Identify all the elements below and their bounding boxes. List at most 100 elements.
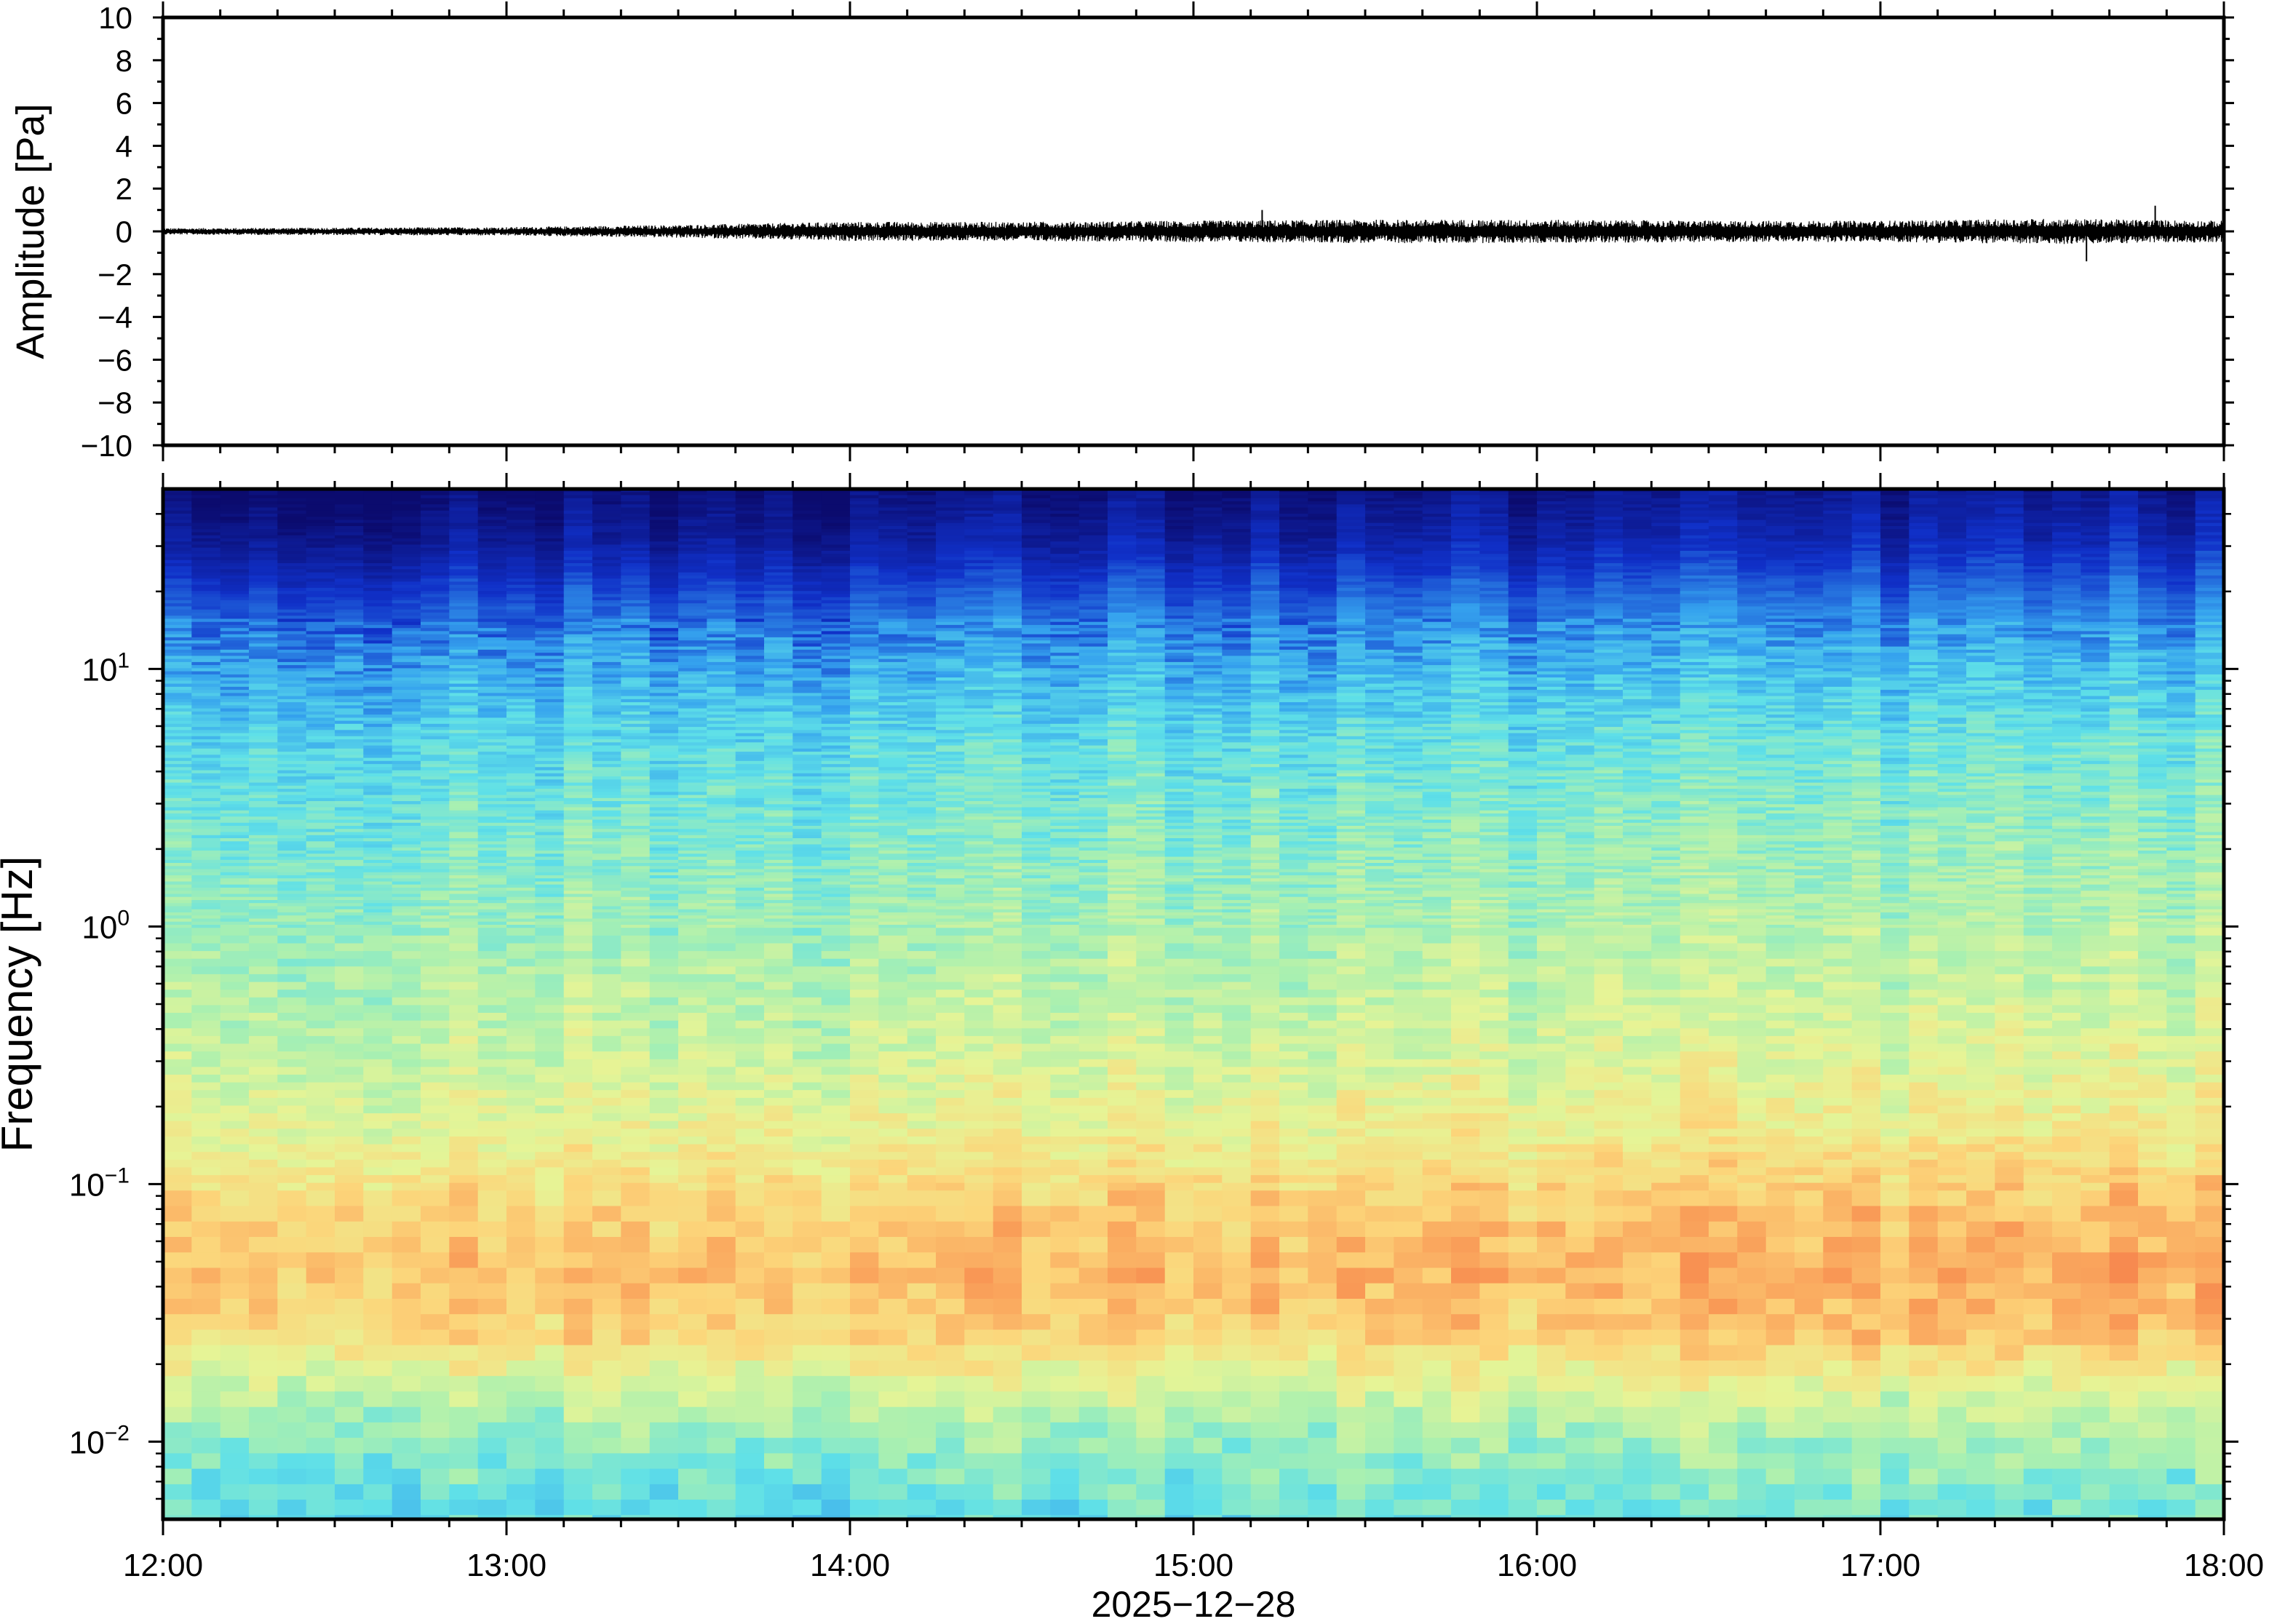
spectrogram-cell: [1193, 581, 1223, 586]
spectrogram-cell: [1709, 668, 1738, 672]
spectrogram-cell: [993, 587, 1022, 592]
spectrogram-cell: [220, 517, 250, 521]
spectrogram-cell: [477, 495, 507, 499]
spectrogram-cell: [449, 634, 479, 638]
spectrogram-cell: [707, 616, 736, 620]
spectrogram-cell: [678, 696, 708, 700]
spectrogram-cell: [1136, 618, 1166, 623]
spectrogram-cell: [1880, 554, 1910, 558]
spectrogram-cell: [2052, 643, 2082, 648]
spectrogram-cell: [2081, 686, 2110, 690]
spectrogram-cell: [249, 566, 279, 570]
spectrogram-cell: [2023, 628, 2053, 632]
spectrogram-cell: [2052, 572, 2082, 576]
spectrogram-cell: [1336, 578, 1366, 583]
spectrogram-cell: [1422, 628, 1452, 632]
spectrogram-cell: [191, 643, 221, 648]
spectrogram-cell: [392, 671, 421, 675]
spectrogram-cell: [1222, 517, 1252, 521]
spectrogram-cell: [1479, 665, 1509, 669]
spectrogram-cell: [707, 674, 736, 678]
spectrogram-cell: [1365, 591, 1395, 595]
spectrogram-cell: [1909, 520, 1939, 524]
spectrogram-cell: [1508, 603, 1538, 608]
spectrogram-cell: [907, 532, 937, 536]
spectrogram-cell: [649, 637, 679, 641]
spectrogram-cell: [1594, 671, 1624, 675]
spectrogram-cell: [649, 541, 679, 546]
spectrogram-cell: [1680, 547, 1709, 552]
spectrogram-cell: [707, 621, 736, 626]
spectrogram-cell: [1479, 529, 1509, 533]
spectrogram-cell: [2109, 680, 2139, 685]
spectrogram-cell: [1565, 575, 1595, 579]
spectrogram-cell: [1136, 606, 1166, 610]
spectrogram-cell: [506, 693, 536, 697]
spectrogram-cell: [1050, 563, 1080, 567]
spectrogram-cell: [506, 581, 536, 586]
spectrogram-cell: [850, 661, 880, 666]
spectrogram-cell: [735, 544, 765, 549]
spectrogram-cell: [1823, 578, 1853, 583]
spectrogram-cell: [2081, 495, 2110, 499]
spectrogram-cell: [1050, 661, 1080, 666]
spectrogram-cell: [1279, 693, 1309, 697]
spectrogram-cell: [1336, 634, 1366, 638]
spectrogram-cell: [2052, 594, 2082, 598]
spectrogram-cell: [563, 520, 593, 524]
spectrogram-cell: [993, 541, 1022, 546]
spectrogram-cell: [2166, 526, 2196, 530]
spectrogram-cell: [2138, 612, 2168, 616]
spectrogram-cell: [964, 517, 994, 521]
spectrogram-cell: [1851, 557, 1881, 561]
spectrogram-cell: [678, 504, 708, 509]
spectrogram-cell: [1050, 569, 1080, 573]
spectrogram-cell: [1250, 581, 1280, 586]
spectrogram-cell: [506, 696, 536, 700]
spectrogram-cell: [1966, 538, 1996, 542]
spectrogram-cell: [678, 643, 708, 648]
spectrogram-cell: [421, 504, 450, 509]
spectrogram-cell: [1308, 600, 1338, 604]
spectrogram-cell: [792, 640, 822, 645]
spectrogram-cell: [792, 634, 822, 638]
spectrogram-cell: [1336, 668, 1366, 672]
spectrogram-cell: [220, 696, 250, 700]
spectrogram-cell: [1851, 637, 1881, 641]
spectrogram-cell: [1765, 520, 1795, 524]
spectrogram-cell: [2109, 643, 2139, 648]
spectrogram-cell: [1078, 680, 1108, 685]
spectrogram-cell: [1709, 661, 1738, 666]
spectrogram-cell: [277, 637, 307, 641]
spectrogram-cell: [306, 544, 335, 549]
spectrogram-cell: [1193, 643, 1223, 648]
spectrogram-cell: [1164, 544, 1194, 549]
spectrogram-cell: [2081, 640, 2110, 645]
spectrogram-cell: [1737, 606, 1767, 610]
spectrogram-cell: [1279, 535, 1309, 539]
spectrogram-cell: [2195, 520, 2224, 524]
spectrogram-cell: [936, 522, 966, 527]
spectrogram-cell: [1108, 504, 1137, 509]
spectrogram-cell: [1851, 683, 1881, 688]
spectrogram-cell: [1709, 498, 1738, 502]
spectrogram-cell: [993, 554, 1022, 558]
spectrogram-cell: [735, 560, 765, 564]
spectrogram-cell: [1164, 529, 1194, 533]
spectrogram-cell: [1078, 634, 1108, 638]
spectrogram-cell: [249, 683, 279, 688]
spectrogram-cell: [163, 631, 193, 635]
spectrogram-cell: [2138, 656, 2168, 660]
spectrogram-cell: [1479, 597, 1509, 601]
spectrogram-cell: [477, 538, 507, 542]
spectrogram-cell: [249, 631, 279, 635]
spectrogram-cell: [1422, 594, 1452, 598]
spectrogram-cell: [1709, 581, 1738, 586]
spectrogram-cell: [2195, 624, 2224, 629]
spectrogram-cell: [277, 680, 307, 685]
spectrogram-cell: [392, 612, 421, 616]
spectrogram-cell: [220, 683, 250, 688]
spectrogram-cell: [592, 600, 622, 604]
spectrogram-cell: [1795, 529, 1824, 533]
